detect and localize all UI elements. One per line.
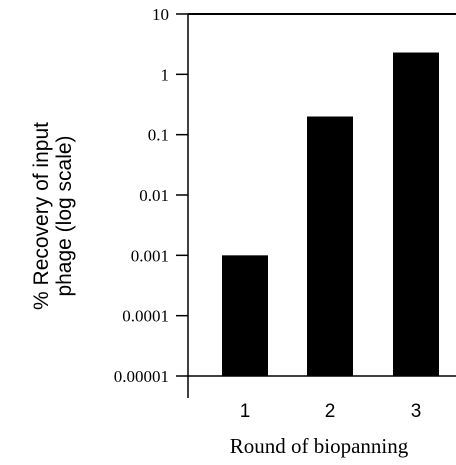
y-tick-label: 0.01 — [139, 186, 169, 205]
bars — [222, 52, 439, 377]
y-tick-label: 0.0001 — [122, 307, 169, 326]
y-tick-label: 10 — [152, 5, 169, 24]
y-axis-title-line-1: % Recovery of input — [30, 122, 53, 310]
x-tick-label: 1 — [240, 401, 251, 422]
y-tick-label: 1 — [161, 65, 170, 84]
x-tick-label: 3 — [411, 401, 422, 422]
x-tick-label: 2 — [325, 401, 336, 422]
y-axis-title-line-2: phage (log scale) — [53, 135, 76, 296]
bar-round-2 — [307, 116, 353, 377]
x-axis-title: Round of biopanning — [230, 434, 409, 458]
y-tick-label: 0.001 — [131, 246, 169, 265]
x-tick-labels: 1 2 3 — [240, 401, 422, 422]
y-tick-label: 0.1 — [148, 126, 169, 145]
bar-round-3 — [393, 52, 439, 376]
y-tick-label: 0.00001 — [114, 367, 169, 386]
bar-round-1 — [222, 255, 268, 376]
y-ticks: 10 1 0.1 0.01 0.001 0.0001 0.00001 — [114, 5, 188, 386]
